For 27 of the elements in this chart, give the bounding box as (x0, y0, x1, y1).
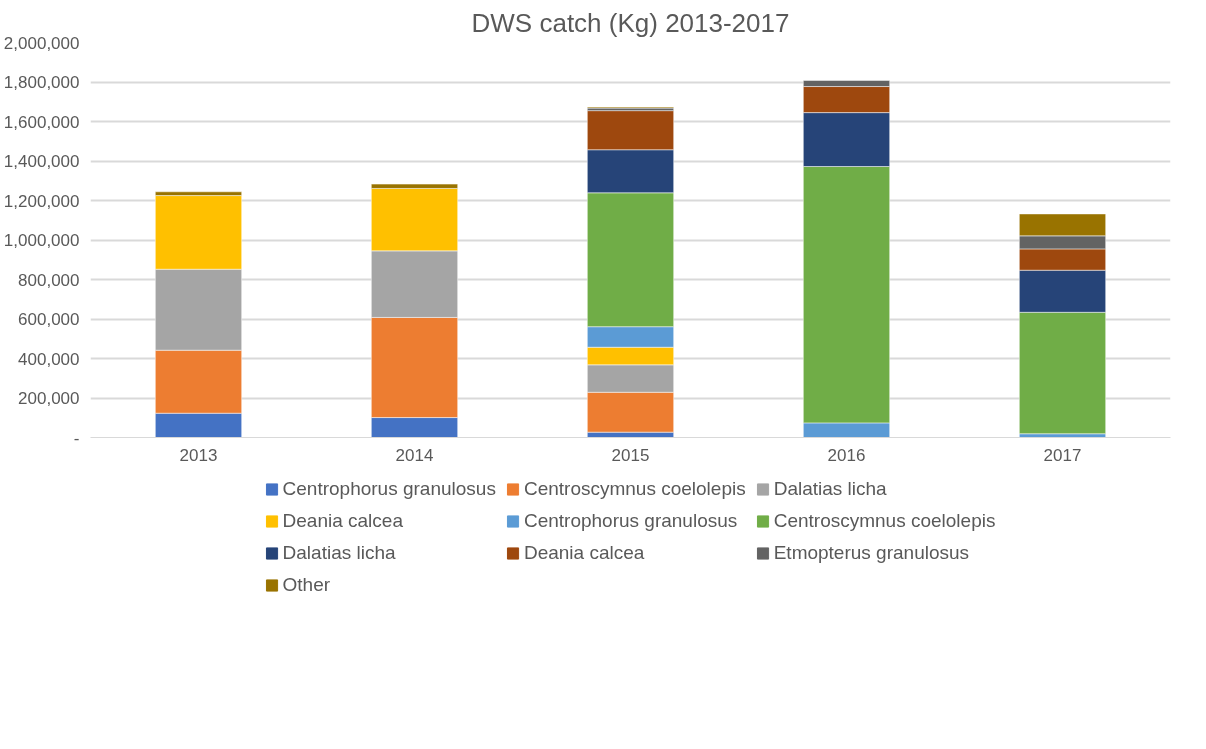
legend-label: Dalatias licha (773, 478, 887, 500)
y-tick-label: 600,000 (18, 310, 80, 329)
y-tick-label: 1,600,000 (3, 112, 80, 132)
y-tick-label: 200,000 (18, 389, 80, 408)
legend-label: Other (282, 574, 331, 596)
x-tick-label: 2015 (611, 445, 650, 465)
x-tick-label: 2013 (179, 445, 218, 465)
y-tick-label: 1,400,000 (3, 152, 80, 171)
y-tick-label: 800,000 (18, 270, 80, 290)
x-tick-label: 2014 (395, 445, 434, 465)
x-tick-label: 2017 (1043, 445, 1082, 465)
legend-label: Etmopterus granulosus (773, 542, 970, 564)
legend-label: Deania calcea (282, 510, 403, 532)
legend-label: Deania calcea (523, 542, 645, 564)
y-tick-label: 1,800,000 (3, 73, 80, 92)
y-tick-label: - (73, 428, 80, 448)
legend-label: Centroscymnus coelolepis (773, 510, 996, 532)
y-tick-label: 1,000,000 (3, 231, 80, 250)
y-tick-label: 400,000 (18, 349, 80, 369)
legend-label: Centrophorus granulosus (523, 510, 738, 532)
x-tick-label: 2016 (827, 445, 866, 465)
legend-label: Dalatias licha (282, 542, 396, 564)
legend-label: Centrophorus granulosus (282, 478, 496, 500)
y-tick-label: 1,200,000 (3, 191, 80, 211)
y-tick-label: 2,000,000 (3, 33, 80, 53)
legend-label: Centroscymnus coelolepis (523, 478, 746, 500)
chart-title: DWS catch (Kg) 2013-2017 (471, 7, 790, 38)
